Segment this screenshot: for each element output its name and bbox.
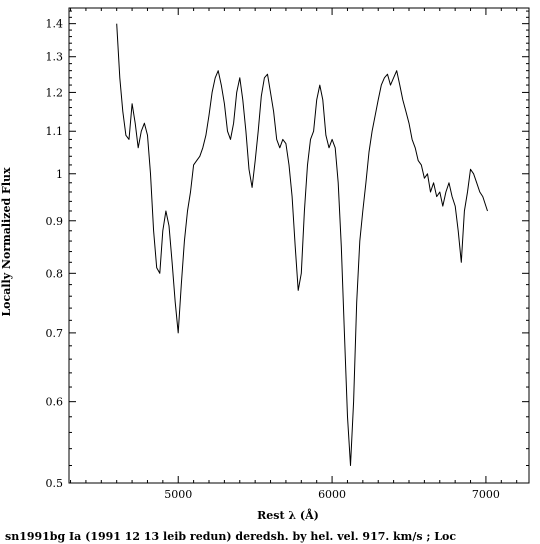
y-axis-title: Locally Normalized Flux [0,167,13,317]
x-tick-label: 6000 [318,488,346,501]
x-tick-label: 5000 [164,488,192,501]
x-axis: 5000 6000 7000 [70,8,518,501]
y-tick-label: 1 [56,168,63,181]
y-tick-label: 1.4 [46,18,64,31]
y-tick-label: 1.3 [46,51,64,64]
y-tick-label: 1.1 [46,125,64,138]
y-axis: 0.5 0.6 0.7 0.8 0.9 1 1.1 1.2 1.3 1.4 [46,10,529,490]
x-tick-label: 7000 [472,488,500,501]
caption: sn1991bg Ia (1991 12 13 leib redun) dere… [5,530,456,543]
y-tick-label: 0.8 [46,267,64,280]
plot-frame [68,7,530,484]
y-tick-label: 1.2 [46,86,64,99]
spectrum-line [116,23,488,466]
x-axis-title: Rest λ (Å) [257,508,319,522]
y-tick-label: 0.6 [46,396,64,409]
y-tick-label: 0.9 [46,215,64,228]
y-tick-label: 0.5 [46,477,64,490]
y-tick-label: 0.7 [46,327,64,340]
